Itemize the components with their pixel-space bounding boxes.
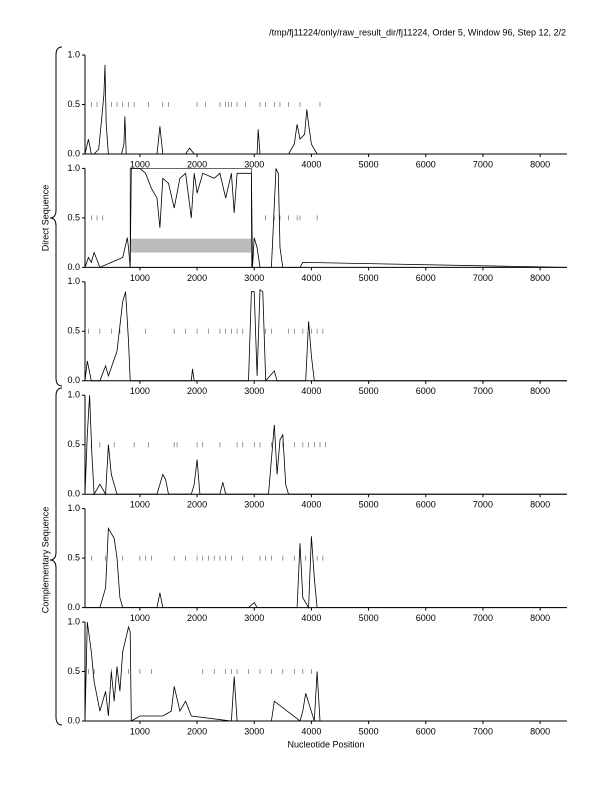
x-tick-label: 3000 [244, 386, 264, 396]
x-tick-label: 7000 [473, 159, 493, 169]
x-tick-label: 4000 [301, 500, 321, 510]
y-tick-label: 0.0 [67, 489, 80, 499]
x-tick-label: 5000 [359, 500, 379, 510]
x-tick-label: 8000 [530, 726, 550, 736]
x-tick-label: 6000 [416, 613, 436, 623]
x-tick-label: 3000 [244, 159, 264, 169]
data-line [84, 288, 567, 382]
group-label: Complementary Sequence [40, 507, 50, 614]
highlight-band [130, 238, 252, 253]
data-line [84, 64, 567, 155]
x-tick-label: 1000 [130, 386, 150, 396]
x-tick-label: 5000 [359, 726, 379, 736]
y-tick-label: 0.5 [67, 666, 80, 676]
x-tick-label: 1000 [130, 613, 150, 623]
x-tick-label: 6000 [416, 159, 436, 169]
x-tick-label: 3000 [244, 726, 264, 736]
data-line [84, 621, 567, 722]
y-tick-label: 0.0 [67, 715, 80, 725]
x-tick-label: 3000 [244, 613, 264, 623]
x-tick-label: 7000 [473, 726, 493, 736]
x-tick-label: 6000 [416, 500, 436, 510]
y-tick-label: 1.0 [67, 390, 80, 400]
bracket [49, 46, 63, 387]
x-tick-label: 7000 [473, 273, 493, 283]
group-label: Direct Sequence [40, 185, 50, 252]
x-tick-label: 4000 [301, 273, 321, 283]
x-tick-label: 4000 [301, 386, 321, 396]
x-tick-label: 1000 [130, 726, 150, 736]
x-tick-label: 5000 [359, 273, 379, 283]
x-tick-label: 5000 [359, 386, 379, 396]
x-tick-label: 8000 [530, 500, 550, 510]
x-tick-label: 8000 [530, 386, 550, 396]
x-tick-label: 3000 [244, 500, 264, 510]
bracket [49, 387, 63, 726]
y-tick-label: 0.5 [67, 552, 80, 562]
y-tick-label: 1.0 [67, 503, 80, 513]
x-tick-label: 7000 [473, 386, 493, 396]
x-tick-label: 3000 [244, 273, 264, 283]
x-tick-label: 5000 [359, 159, 379, 169]
x-tick-label: 2000 [187, 386, 207, 396]
y-tick-label: 0.0 [67, 602, 80, 612]
y-tick-label: 1.0 [67, 276, 80, 286]
x-tick-label: 5000 [359, 613, 379, 623]
x-tick-label: 7000 [473, 500, 493, 510]
y-tick-label: 0.5 [67, 99, 80, 109]
x-tick-label: 1000 [130, 159, 150, 169]
y-tick-label: 0.0 [67, 148, 80, 158]
y-tick-label: 0.5 [67, 212, 80, 222]
data-line [84, 168, 568, 268]
x-tick-label: 6000 [416, 386, 436, 396]
x-tick-label: 4000 [301, 613, 321, 623]
y-tick-label: 0.5 [67, 439, 80, 449]
x-tick-label: 6000 [416, 726, 436, 736]
data-line [84, 395, 567, 496]
x-tick-label: 2000 [187, 159, 207, 169]
y-tick-label: 1.0 [67, 163, 80, 173]
y-tick-label: 0.0 [67, 375, 80, 385]
x-tick-label: 1000 [130, 500, 150, 510]
x-tick-label: 6000 [416, 273, 436, 283]
y-tick-label: 1.0 [67, 616, 80, 626]
header: /tmp/fj11224/only/raw_result_dir/fj11224… [269, 27, 566, 37]
x-tick-label: 1000 [130, 273, 150, 283]
data-line [85, 527, 567, 609]
x-tick-label: 7000 [473, 613, 493, 623]
x-tick-label: 4000 [301, 159, 321, 169]
y-tick-label: 0.0 [67, 262, 80, 272]
y-tick-label: 0.5 [67, 326, 80, 336]
x-tick-label: 4000 [301, 726, 321, 736]
x-tick-label: 8000 [530, 159, 550, 169]
x-axis-label: Nucleotide Position [287, 739, 364, 749]
x-tick-label: 8000 [530, 273, 550, 283]
x-tick-label: 2000 [187, 613, 207, 623]
x-tick-label: 2000 [187, 726, 207, 736]
x-tick-label: 2000 [187, 273, 207, 283]
y-tick-label: 1.0 [67, 49, 80, 59]
x-tick-label: 8000 [530, 613, 550, 623]
x-tick-label: 2000 [187, 500, 207, 510]
